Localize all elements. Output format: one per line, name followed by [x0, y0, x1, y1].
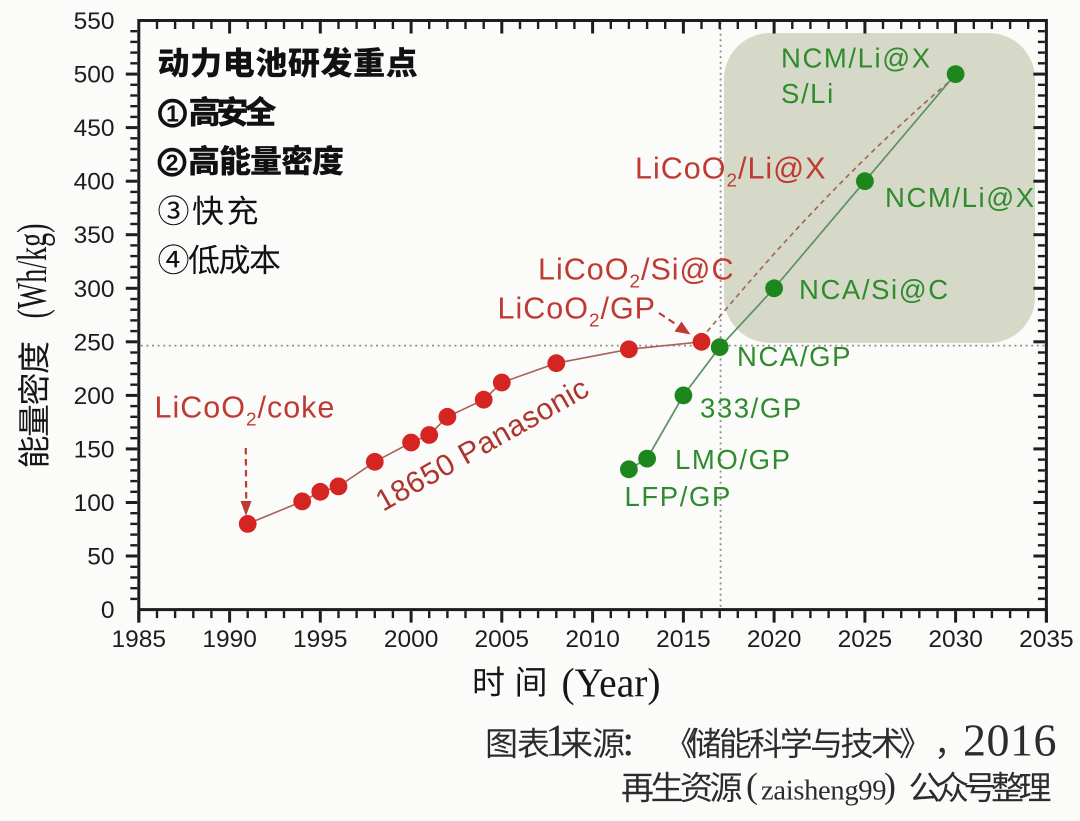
svg-text:550: 550 [74, 8, 115, 35]
svg-text:1985: 1985 [112, 626, 167, 653]
svg-text:2035: 2035 [1019, 626, 1074, 653]
svg-text:(Wh/kg): (Wh/kg) [10, 224, 56, 319]
svg-text:0: 0 [101, 597, 115, 624]
svg-text:250: 250 [74, 329, 115, 356]
svg-text:500: 500 [74, 62, 115, 89]
svg-text:NCA/Si@C: NCA/Si@C [799, 274, 950, 305]
svg-text:2015: 2015 [656, 626, 711, 653]
svg-text:150: 150 [74, 436, 115, 463]
svg-text:LiCoO2​/Li@X: LiCoO2​/Li@X [635, 152, 827, 192]
svg-text:2000: 2000 [384, 626, 439, 653]
svg-text:2025: 2025 [838, 626, 893, 653]
svg-text:350: 350 [74, 222, 115, 249]
svg-text:(Year): (Year) [562, 660, 661, 706]
svg-text:): ) [884, 766, 896, 806]
svg-text:NCM/Li@X: NCM/Li@X [885, 182, 1036, 213]
svg-text:100: 100 [74, 490, 115, 517]
svg-text:LiCoO2​/GP: LiCoO2​/GP [498, 292, 657, 332]
svg-text:1: 1 [545, 716, 568, 766]
svg-text:LiCoO2​/coke: LiCoO2​/coke [155, 391, 336, 431]
svg-text:1995: 1995 [293, 626, 348, 653]
svg-text:2005: 2005 [475, 626, 530, 653]
svg-text:2: 2 [166, 149, 179, 175]
svg-text:LMO/GP: LMO/GP [675, 444, 792, 475]
svg-text:2020: 2020 [747, 626, 802, 653]
svg-text:2016: 2016 [963, 715, 1057, 766]
svg-text:NCM/Li@X: NCM/Li@X [781, 43, 932, 74]
svg-text:2030: 2030 [928, 626, 983, 653]
svg-text:(: ( [746, 766, 758, 806]
svg-text:200: 200 [74, 383, 115, 410]
svg-text:1: 1 [166, 100, 179, 126]
svg-text:zaisheng99: zaisheng99 [761, 776, 886, 807]
svg-text:400: 400 [74, 169, 115, 196]
svg-text:2010: 2010 [565, 626, 620, 653]
svg-text:50: 50 [87, 544, 114, 571]
svg-text:S/Li: S/Li [781, 78, 835, 109]
svg-text:300: 300 [74, 276, 115, 303]
svg-text:LFP/GP: LFP/GP [625, 481, 732, 512]
svg-text:NCA/GP: NCA/GP [737, 341, 852, 372]
svg-text:LiCoO2​/Si@C: LiCoO2​/Si@C [538, 253, 735, 293]
svg-text:450: 450 [74, 115, 115, 142]
svg-text:1990: 1990 [202, 626, 257, 653]
svg-text:333/GP: 333/GP [700, 393, 803, 424]
